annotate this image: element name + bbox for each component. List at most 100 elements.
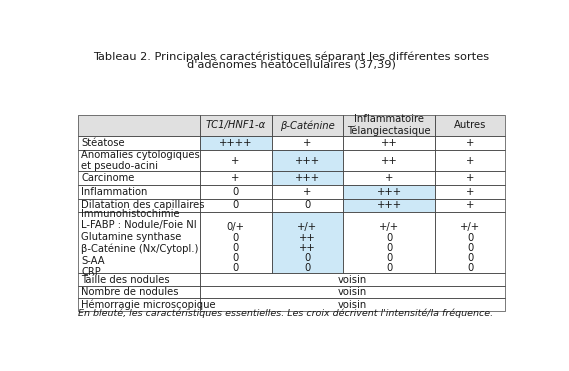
Bar — [435, 150, 505, 171]
Text: +/+: +/+ — [460, 223, 480, 233]
Text: +: + — [303, 187, 312, 197]
Bar — [435, 115, 505, 136]
Text: 0: 0 — [467, 253, 473, 263]
Text: +: + — [466, 200, 475, 210]
Bar — [271, 150, 343, 171]
Text: +++: +++ — [377, 187, 402, 197]
Text: 0: 0 — [233, 263, 239, 273]
Bar — [78, 115, 200, 136]
Text: +: + — [466, 187, 475, 197]
Bar — [343, 171, 435, 185]
Text: 0: 0 — [304, 263, 311, 273]
Text: β-Caténine: β-Caténine — [280, 120, 335, 131]
Text: +: + — [232, 155, 240, 165]
Bar — [200, 273, 505, 286]
Bar — [271, 115, 343, 136]
Bar — [435, 115, 505, 136]
Text: En bleuté, les caractéristiques essentielles. Les croix décrivent l'intensité/la: En bleuté, les caractéristiques essentie… — [78, 309, 493, 318]
Bar — [200, 150, 271, 171]
Text: Carcinome: Carcinome — [81, 173, 135, 183]
Text: +++: +++ — [295, 173, 320, 183]
Text: +: + — [466, 173, 475, 183]
Text: ++: ++ — [381, 138, 398, 148]
Text: 0: 0 — [233, 243, 239, 253]
Bar — [271, 198, 343, 212]
Bar — [78, 212, 200, 273]
Bar — [78, 198, 200, 212]
Bar — [271, 171, 343, 185]
Bar — [78, 298, 200, 311]
Text: Nombre de nodules: Nombre de nodules — [81, 287, 179, 297]
Text: 0/+: 0/+ — [226, 223, 245, 233]
Text: Tableau 2. Principales caractéristiques séparant les différentes sortes: Tableau 2. Principales caractéristiques … — [93, 52, 490, 62]
Bar — [200, 136, 271, 150]
Text: Dilatation des capillaires: Dilatation des capillaires — [81, 200, 205, 210]
Bar — [78, 136, 200, 150]
Text: +/+: +/+ — [380, 223, 399, 233]
Text: +/+: +/+ — [298, 223, 318, 233]
Bar — [271, 150, 343, 171]
Bar — [435, 136, 505, 150]
Bar — [271, 212, 343, 273]
Text: 0: 0 — [467, 233, 473, 243]
Bar — [435, 198, 505, 212]
Bar — [200, 185, 271, 198]
Bar — [271, 185, 343, 198]
Text: ++++: ++++ — [219, 138, 252, 148]
Bar — [200, 198, 271, 212]
Text: 0: 0 — [304, 200, 311, 210]
Bar — [435, 171, 505, 185]
Text: TC1/HNF1-α: TC1/HNF1-α — [205, 120, 266, 130]
Text: d'adénomes héatocellulaires (37,39): d'adénomes héatocellulaires (37,39) — [187, 60, 396, 70]
Bar — [343, 115, 435, 136]
Text: +: + — [466, 138, 475, 148]
Text: 0: 0 — [233, 187, 239, 197]
Bar — [78, 115, 200, 136]
Bar — [343, 185, 435, 198]
Bar — [343, 150, 435, 171]
Text: 0: 0 — [304, 253, 311, 263]
Bar — [271, 171, 343, 185]
Bar — [200, 115, 271, 136]
Bar — [435, 185, 505, 198]
Text: Inflammatoire
Télangiectasique: Inflammatoire Télangiectasique — [348, 114, 431, 137]
Text: ++: ++ — [381, 155, 398, 165]
Bar — [200, 212, 271, 273]
Bar — [200, 298, 505, 311]
Bar — [200, 286, 505, 298]
Text: Anomalies cytologiques
et pseudo-acini: Anomalies cytologiques et pseudo-acini — [81, 150, 200, 171]
Text: voisin: voisin — [338, 287, 367, 297]
Bar — [78, 286, 200, 298]
Text: 0: 0 — [386, 243, 393, 253]
Text: 0: 0 — [386, 263, 393, 273]
Text: ++: ++ — [299, 233, 316, 243]
Text: 0: 0 — [386, 233, 393, 243]
Bar — [343, 198, 435, 212]
Bar — [343, 198, 435, 212]
Text: Inflammation: Inflammation — [81, 187, 147, 197]
Bar — [271, 136, 343, 150]
Bar — [343, 136, 435, 150]
Bar — [343, 185, 435, 198]
Bar — [271, 212, 343, 273]
Text: Autres: Autres — [454, 120, 486, 130]
Bar — [435, 212, 505, 273]
Text: 0: 0 — [467, 243, 473, 253]
Text: +: + — [466, 155, 475, 165]
Text: +++: +++ — [295, 155, 320, 165]
Text: +: + — [385, 173, 394, 183]
Bar — [78, 273, 200, 286]
Bar — [200, 171, 271, 185]
Text: 0: 0 — [233, 200, 239, 210]
Text: Taille des nodules: Taille des nodules — [81, 275, 170, 285]
Text: +: + — [232, 173, 240, 183]
Text: Immunohistochimie
L-FABP : Nodule/Foie Nl
Glutamine synthase
β-Caténine (Nx/Cyto: Immunohistochimie L-FABP : Nodule/Foie N… — [81, 209, 199, 277]
Text: 0: 0 — [467, 263, 473, 273]
Bar — [78, 185, 200, 198]
Bar — [200, 115, 271, 136]
Text: +: + — [303, 138, 312, 148]
Bar — [78, 150, 200, 171]
Text: 0: 0 — [233, 253, 239, 263]
Text: Stéatose: Stéatose — [81, 138, 125, 148]
Bar — [343, 115, 435, 136]
